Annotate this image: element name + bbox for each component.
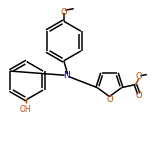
Text: O: O: [136, 72, 143, 81]
Text: O: O: [106, 95, 113, 104]
Text: N: N: [64, 71, 70, 81]
Text: OH: OH: [20, 105, 32, 114]
Text: O: O: [60, 7, 67, 17]
Text: O: O: [136, 91, 143, 100]
